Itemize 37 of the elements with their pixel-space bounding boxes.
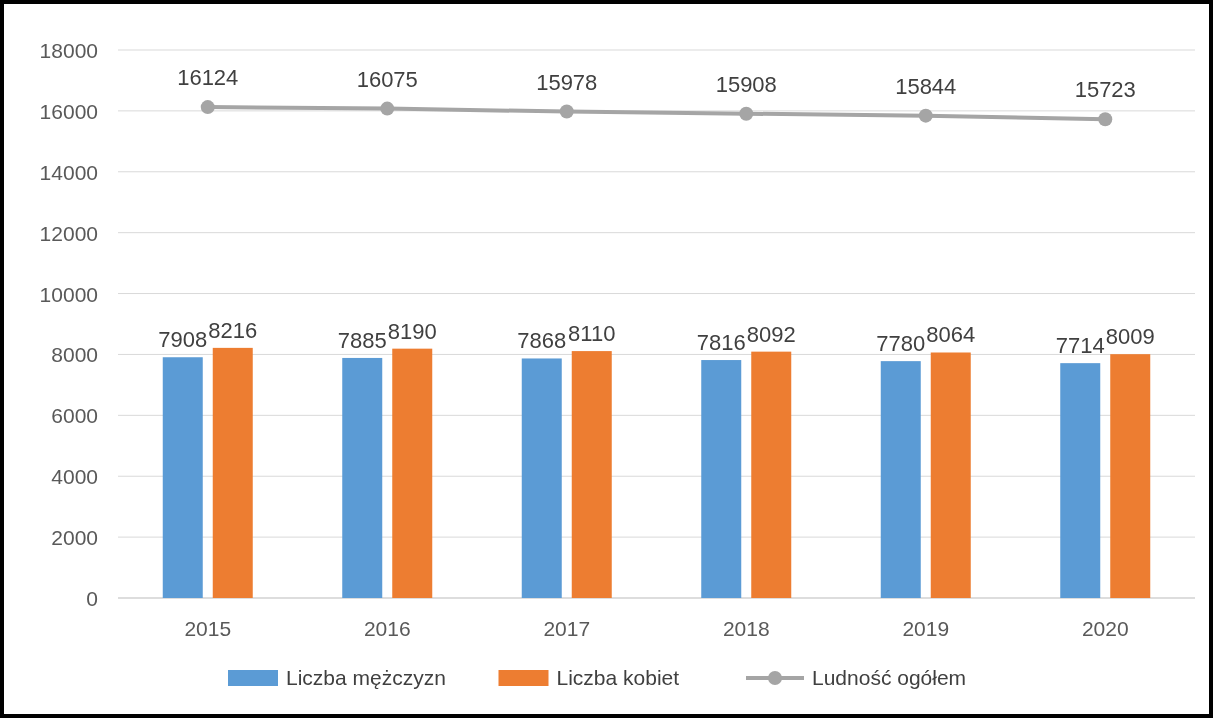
y-tick-label: 2000 xyxy=(51,526,98,550)
data-label: 7908 xyxy=(158,327,208,353)
y-tick-label: 6000 xyxy=(51,404,98,428)
data-label: 7714 xyxy=(1055,333,1105,359)
data-label: 7780 xyxy=(876,331,926,357)
y-tick-label: 12000 xyxy=(39,221,98,245)
y-tick-label: 0 xyxy=(86,587,98,610)
data-label: 16124 xyxy=(177,65,239,91)
data-label: 8064 xyxy=(926,322,976,348)
y-tick-label: 4000 xyxy=(51,465,98,489)
data-label: 15908 xyxy=(715,71,777,97)
y-tick-label: 16000 xyxy=(39,99,98,123)
y-tick-label: 10000 xyxy=(39,282,98,306)
data-label: 15978 xyxy=(536,69,598,95)
data-label: 8110 xyxy=(568,321,616,347)
data-label: 15723 xyxy=(1074,77,1136,103)
x-tick-label: 2019 xyxy=(902,617,950,640)
data-label: 7885 xyxy=(337,327,387,353)
legend-label: Liczba kobiet xyxy=(556,666,680,689)
data-label: 8216 xyxy=(208,317,258,343)
data-label: 8092 xyxy=(746,321,796,347)
x-tick-label: 2017 xyxy=(543,617,591,640)
x-tick-label: 2016 xyxy=(363,617,411,640)
x-tick-label: 2015 xyxy=(184,617,232,640)
y-tick-label: 18000 xyxy=(39,39,98,62)
data-label: 7816 xyxy=(696,330,746,356)
y-tick-label: 8000 xyxy=(51,343,98,367)
legend-label: Liczba mężczyzn xyxy=(286,666,446,689)
x-tick-label: 2020 xyxy=(1081,617,1129,640)
legend-label: Ludność ogółem xyxy=(812,666,967,689)
y-tick-label: 14000 xyxy=(39,160,98,184)
data-label: 15844 xyxy=(895,73,957,99)
data-label: 8190 xyxy=(387,318,437,344)
data-label: 16075 xyxy=(356,66,418,92)
data-label: 7868 xyxy=(517,328,567,354)
x-tick-label: 2018 xyxy=(722,617,770,640)
data-label: 8009 xyxy=(1105,324,1155,350)
